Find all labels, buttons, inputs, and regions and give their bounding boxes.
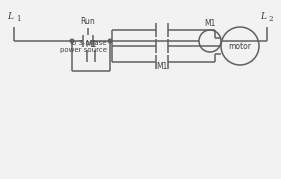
Text: M1: M1 bbox=[204, 19, 216, 28]
Text: M1: M1 bbox=[156, 62, 168, 71]
Text: 2: 2 bbox=[269, 15, 273, 23]
Circle shape bbox=[108, 39, 112, 43]
Text: Run: Run bbox=[81, 17, 95, 26]
Circle shape bbox=[70, 39, 74, 43]
Text: L: L bbox=[260, 12, 266, 21]
Text: 1: 1 bbox=[16, 15, 21, 23]
Text: motor: motor bbox=[228, 42, 251, 50]
Text: To 3-phase
power source: To 3-phase power source bbox=[60, 40, 107, 52]
Text: L: L bbox=[7, 12, 13, 21]
Text: M1: M1 bbox=[85, 40, 97, 49]
